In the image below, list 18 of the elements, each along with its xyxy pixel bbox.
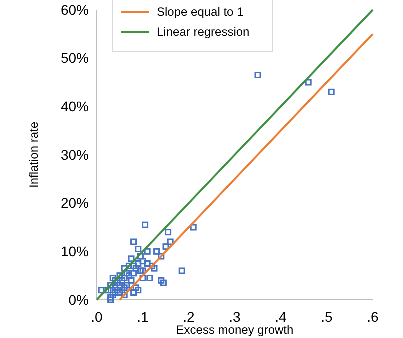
x-axis-title: Excess money growth xyxy=(176,323,294,337)
y-axis-title: Inflation rate xyxy=(27,122,41,188)
y-tick-label: 10% xyxy=(60,244,89,260)
y-tick-label: 50% xyxy=(60,50,89,66)
legend-label: Linear regression xyxy=(157,25,250,40)
y-tick-label: 20% xyxy=(60,195,89,212)
x-tick-label: .3 xyxy=(229,309,242,325)
x-tick-label: .5 xyxy=(321,309,334,325)
x-tick-label: .6 xyxy=(367,309,380,325)
x-tick-label: .0 xyxy=(91,309,104,325)
x-tick-label: .2 xyxy=(183,309,196,325)
x-tick-label: .4 xyxy=(275,309,288,325)
legend-label: Slope equal to 1 xyxy=(157,5,244,20)
y-tick-label: 30% xyxy=(60,146,89,163)
y-tick-label: 40% xyxy=(60,98,89,115)
y-tick-label: 60% xyxy=(60,2,89,18)
y-tick-label: 0% xyxy=(68,292,89,308)
x-tick-label: .1 xyxy=(137,309,150,325)
